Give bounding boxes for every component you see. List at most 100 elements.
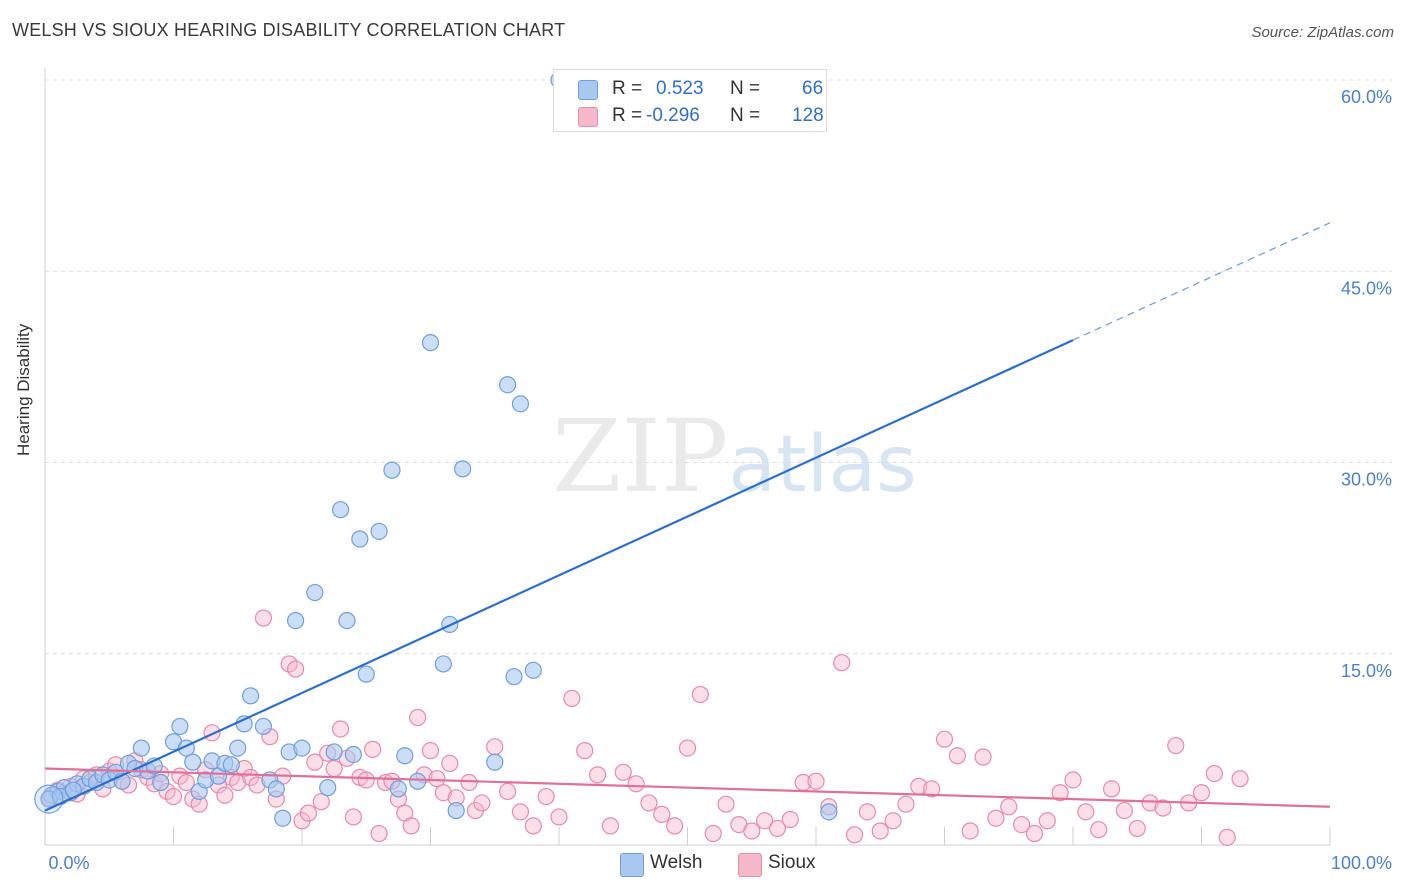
- welsh-point: [511, 395, 530, 413]
- sioux-point: [486, 738, 504, 756]
- sioux-point: [1077, 803, 1095, 821]
- sioux-point: [563, 689, 581, 707]
- sioux-point: [441, 754, 459, 773]
- sioux-point: [678, 739, 697, 757]
- legend-n-value: 128: [792, 105, 824, 126]
- welsh-legend-label: Welsh: [650, 852, 703, 873]
- sioux-legend-label: Sioux: [768, 852, 816, 873]
- welsh-point: [434, 655, 452, 673]
- sioux-point: [1192, 784, 1211, 802]
- welsh-legend-swatch: [620, 853, 644, 877]
- sioux-point: [627, 775, 645, 793]
- welsh-point: [421, 334, 440, 352]
- watermark-atlas: atlas: [728, 420, 917, 510]
- tick-labels: 15.0% 30.0% 45.0% 60.0% 0.0% 100.0%: [48, 87, 1392, 873]
- sioux-point: [961, 822, 979, 840]
- legend-r-label: R =: [612, 105, 643, 126]
- sioux-point: [833, 654, 851, 672]
- sioux-point: [216, 786, 234, 804]
- legend-r-value: -0.296: [646, 105, 700, 126]
- sioux-point: [370, 824, 388, 843]
- sioux-point: [1102, 780, 1121, 798]
- sioux-point: [935, 730, 954, 748]
- welsh-point: [132, 739, 150, 757]
- sioux-point: [691, 685, 709, 704]
- sioux-point: [640, 794, 658, 812]
- legend-r-value: 0.523: [656, 78, 704, 99]
- sioux-point: [987, 809, 1005, 827]
- welsh-points: [34, 71, 838, 827]
- welsh-point: [325, 743, 343, 761]
- welsh-point: [222, 756, 240, 774]
- sioux-point: [601, 817, 620, 835]
- sioux-trend-line: [44, 767, 1331, 808]
- sioux-point: [717, 795, 735, 813]
- chart-source: Source: ZipAtlas.com: [1251, 24, 1394, 41]
- sioux-point: [537, 787, 555, 806]
- sioux-point: [743, 822, 761, 840]
- sioux-point: [1025, 824, 1044, 843]
- sioux-point: [588, 766, 607, 784]
- grid-layer: [45, 79, 1392, 655]
- sioux-point: [312, 793, 330, 811]
- y-tick-label: 45.0%: [1341, 278, 1392, 298]
- sioux-point: [1090, 821, 1108, 839]
- welsh-point: [383, 461, 401, 479]
- sioux-point: [768, 819, 787, 838]
- sioux-point: [948, 747, 966, 765]
- sioux-point: [364, 740, 382, 758]
- sioux-swatch: [578, 107, 598, 127]
- sioux-point: [434, 784, 452, 802]
- sioux-point: [1038, 812, 1056, 830]
- sioux-point: [845, 826, 864, 844]
- welsh-trend-line: [44, 339, 1074, 812]
- welsh-point: [505, 668, 523, 686]
- legend-n-value: 66: [802, 78, 824, 99]
- sioux-point: [1012, 815, 1031, 834]
- sioux-legend-swatch: [738, 853, 762, 877]
- sioux-point: [1231, 770, 1249, 788]
- sioux-point: [1115, 801, 1134, 820]
- sioux-point: [614, 763, 632, 781]
- sioux-point: [460, 773, 478, 792]
- welsh-point: [293, 739, 311, 757]
- sioux-point: [499, 782, 517, 801]
- welsh-point: [820, 803, 838, 821]
- welsh-point: [184, 753, 202, 771]
- x-tick-label: 0.0%: [48, 853, 89, 873]
- sioux-point: [550, 808, 568, 826]
- sioux-point: [1218, 828, 1236, 846]
- sioux-point: [254, 609, 273, 627]
- sioux-point: [653, 805, 671, 824]
- sioux-point: [344, 808, 362, 826]
- sioux-point: [704, 824, 722, 843]
- sioux-point: [1051, 784, 1069, 802]
- welsh-point: [331, 501, 350, 519]
- chart-title: WELSH VS SIOUX HEARING DISABILITY CORREL…: [12, 20, 566, 40]
- sioux-point: [1064, 771, 1082, 789]
- sioux-point: [473, 794, 491, 812]
- welsh-point: [454, 460, 472, 478]
- trend-lines: [44, 222, 1331, 812]
- welsh-point: [171, 717, 189, 736]
- welsh-trend-extension: [1072, 222, 1331, 341]
- welsh-swatch: [578, 80, 598, 100]
- sioux-point: [511, 803, 530, 821]
- sioux-point: [974, 748, 992, 766]
- sioux-point: [807, 772, 825, 790]
- sioux-point: [576, 742, 594, 760]
- welsh-point: [499, 376, 517, 394]
- sioux-point: [1000, 798, 1018, 816]
- welsh-point: [229, 739, 247, 757]
- sioux-point: [1167, 736, 1185, 755]
- legend-n-label: N =: [730, 78, 761, 99]
- sioux-point: [923, 780, 941, 798]
- welsh-point: [396, 747, 414, 765]
- sioux-point: [781, 810, 799, 829]
- sioux-point: [1154, 799, 1172, 817]
- welsh-point: [274, 809, 292, 827]
- sioux-point: [421, 742, 440, 760]
- axis-layer: [44, 68, 1331, 846]
- sioux-point: [409, 708, 427, 727]
- welsh-point: [351, 530, 369, 548]
